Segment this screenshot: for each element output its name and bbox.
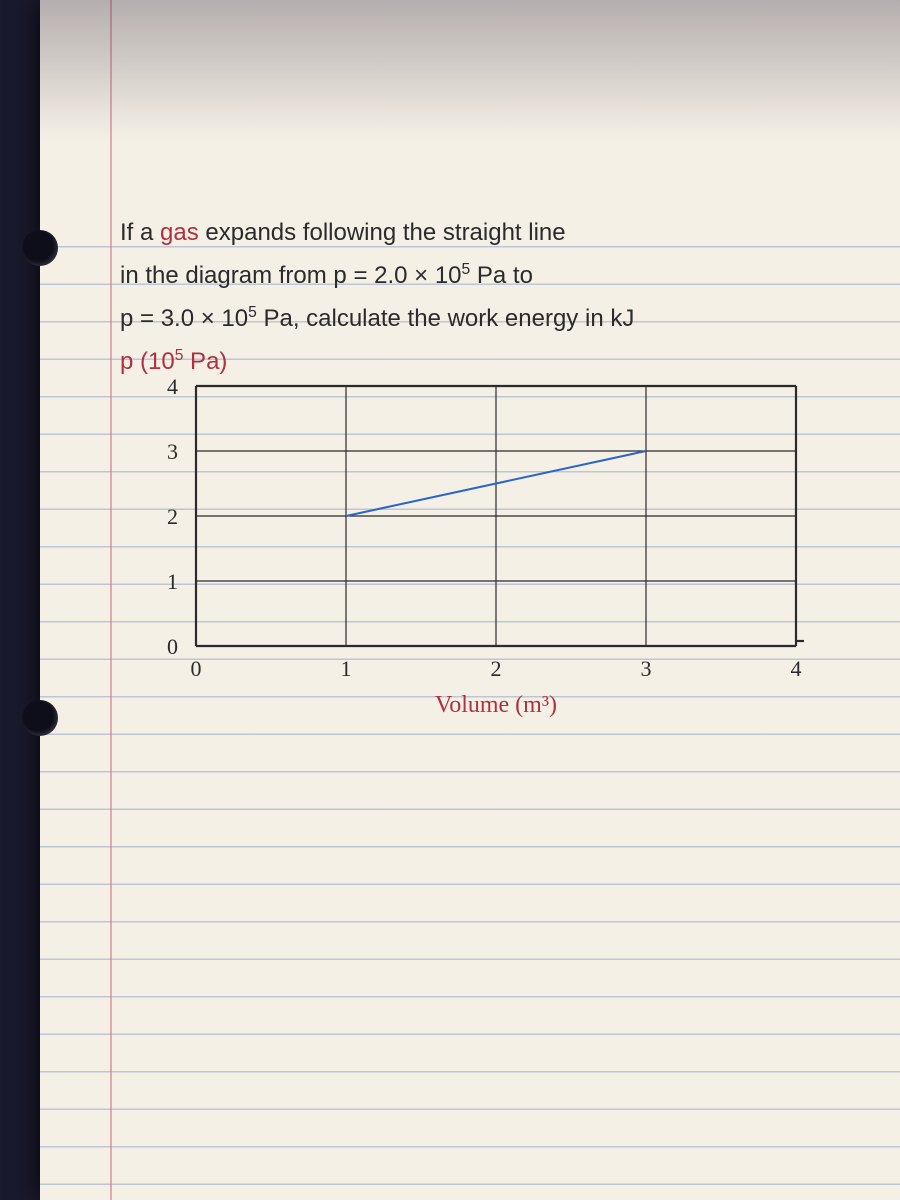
svg-text:Volume (m³): Volume (m³) <box>435 692 557 718</box>
text: Pa to <box>470 262 533 289</box>
exponent: 5 <box>248 304 257 321</box>
text-energy: energy <box>505 305 578 332</box>
margin-line <box>110 0 112 1200</box>
svg-text:1: 1 <box>341 656 352 681</box>
svg-text:4: 4 <box>791 656 802 681</box>
problem-text: If a gas expands following the straight … <box>120 214 880 380</box>
y-axis-label: Pa) <box>183 348 227 375</box>
chart-svg: 0123401234Volume (m³) <box>150 386 830 746</box>
svg-text:0: 0 <box>167 634 178 659</box>
svg-text:4: 4 <box>167 374 178 399</box>
text-gas: gas <box>160 219 199 246</box>
y-axis-label: p (10 <box>120 348 175 375</box>
notebook-page: If a gas expands following the straight … <box>40 0 900 1200</box>
top-shadow <box>40 0 900 140</box>
text: If a <box>120 219 160 246</box>
svg-text:2: 2 <box>167 504 178 529</box>
text: in kJ <box>578 305 634 332</box>
svg-text:1: 1 <box>167 569 178 594</box>
svg-text:3: 3 <box>167 439 178 464</box>
svg-text:2: 2 <box>491 656 502 681</box>
svg-text:0: 0 <box>191 656 202 681</box>
text: expands following the straight line <box>199 219 566 246</box>
svg-text:3: 3 <box>641 656 652 681</box>
text: Pa, calculate the work <box>257 305 505 332</box>
binder-hole <box>22 230 58 266</box>
text: p = 3.0 × 10 <box>120 305 248 332</box>
binder-hole <box>22 700 58 736</box>
exponent: 5 <box>462 261 471 278</box>
pv-chart: 0123401234Volume (m³) <box>150 386 830 746</box>
text: in the diagram from p = 2.0 × 10 <box>120 262 462 289</box>
